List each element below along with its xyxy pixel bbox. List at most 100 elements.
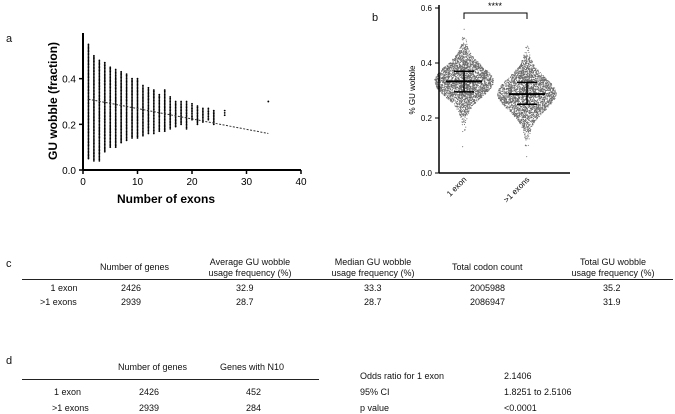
chart-b-point (451, 82, 454, 85)
chart-b-point (466, 89, 469, 91)
chart-b-point (459, 47, 462, 49)
chart-b-point (442, 83, 444, 85)
chart-a-point (120, 109, 123, 112)
chart-b-point (440, 87, 442, 89)
chart-a-point (98, 141, 101, 143)
chart-a-point (87, 137, 90, 140)
chart-a-point (93, 126, 95, 129)
chart-b-point (456, 56, 458, 58)
chart-b-point (452, 68, 454, 70)
chart-b-point (455, 68, 457, 70)
chart-a-point (207, 113, 210, 116)
chart-b-point (463, 118, 465, 120)
chart-a-point (142, 106, 144, 109)
chart-a-point (169, 111, 172, 114)
chart-b-point (520, 119, 522, 121)
chart-b-point (478, 79, 480, 81)
chart-b-point (501, 90, 503, 92)
chart-b-point (480, 89, 482, 91)
chart-b-point (519, 120, 521, 122)
chart-a-point (196, 105, 199, 107)
chart-b-point (502, 92, 505, 94)
chart-b-point (469, 55, 471, 57)
chart-b-point (536, 96, 538, 99)
chart-b-point (466, 68, 468, 70)
chart-b-point (470, 98, 472, 100)
chart-b-point (472, 59, 474, 61)
chart-b-point (470, 78, 472, 80)
chart-b-point (511, 81, 513, 83)
chart-a-point (152, 128, 155, 130)
chart-a-point (158, 93, 161, 96)
chart-b-point (459, 86, 461, 88)
chart-a-point (87, 66, 90, 69)
chart-b-point (473, 96, 475, 98)
chart-a-point (87, 136, 90, 138)
chart-a-point (93, 60, 95, 63)
chart-a-point (142, 133, 144, 136)
chart-b-point (451, 66, 453, 68)
chart-a-point (131, 100, 133, 103)
chart-a-xtick-label: 30 (241, 177, 253, 188)
chart-b-point (529, 80, 531, 82)
chart-b-point (452, 69, 454, 71)
chart-b-point (477, 62, 479, 65)
chart-a-point (93, 155, 95, 158)
chart-a-point (125, 135, 128, 137)
chart-a-points (87, 43, 270, 162)
chart-a-point (114, 108, 117, 110)
chart-b-point (455, 106, 458, 108)
chart-a-point (125, 90, 128, 93)
chart-a-point (185, 112, 188, 115)
chart-a-point (185, 102, 188, 104)
chart-b-point (458, 64, 460, 66)
chart-a-point (87, 68, 90, 70)
chart-b-point (448, 92, 450, 95)
chart-b-point (465, 108, 467, 110)
chart-a-point (98, 74, 101, 76)
chart-b-point (457, 96, 459, 98)
chart-a-point (202, 108, 204, 111)
chart-a-point (93, 119, 95, 122)
chart-b-point (465, 97, 467, 99)
chart-b-point (468, 66, 470, 68)
chart-b-point (465, 115, 467, 117)
chart-a-point (120, 131, 123, 134)
chart-b-point (473, 89, 475, 92)
chart-a-point (87, 131, 90, 134)
chart-b-point (439, 77, 441, 79)
chart-a-point (87, 91, 90, 94)
chart-b-point (466, 89, 468, 91)
chart-b-point (492, 78, 494, 80)
chart-b-point (460, 56, 462, 58)
chart-b-point (473, 65, 475, 68)
chart-b-point (454, 75, 456, 77)
chart-a-point (131, 90, 133, 93)
chart-a-point (93, 56, 95, 59)
chart-b-point (532, 116, 535, 118)
chart-a-point (174, 116, 177, 119)
chart-b-point (444, 95, 446, 97)
chart-b-point (446, 89, 448, 92)
chart-b-point (485, 84, 487, 86)
chart-b-point (452, 76, 454, 78)
chart-a-point (114, 136, 117, 138)
chart-a-xtick-label: 20 (186, 177, 198, 188)
chart-b-point (468, 58, 470, 60)
chart-b-point (441, 81, 444, 83)
chart-b-point (479, 69, 481, 71)
chart-b-point (481, 70, 483, 72)
chart-b-point (473, 75, 475, 78)
chart-a-point (103, 127, 106, 130)
chart-b-point (471, 79, 473, 81)
chart-b-point (549, 85, 551, 87)
chart-a-point (174, 105, 177, 107)
chart-b-point (464, 92, 466, 94)
chart-a-point (103, 66, 106, 68)
chart-b-point (450, 68, 452, 70)
chart-a-point (120, 96, 123, 99)
chart-b-point (482, 83, 484, 85)
chart-b-point (468, 112, 470, 114)
chart-a-point (98, 106, 101, 108)
chart-b-point (489, 74, 491, 76)
